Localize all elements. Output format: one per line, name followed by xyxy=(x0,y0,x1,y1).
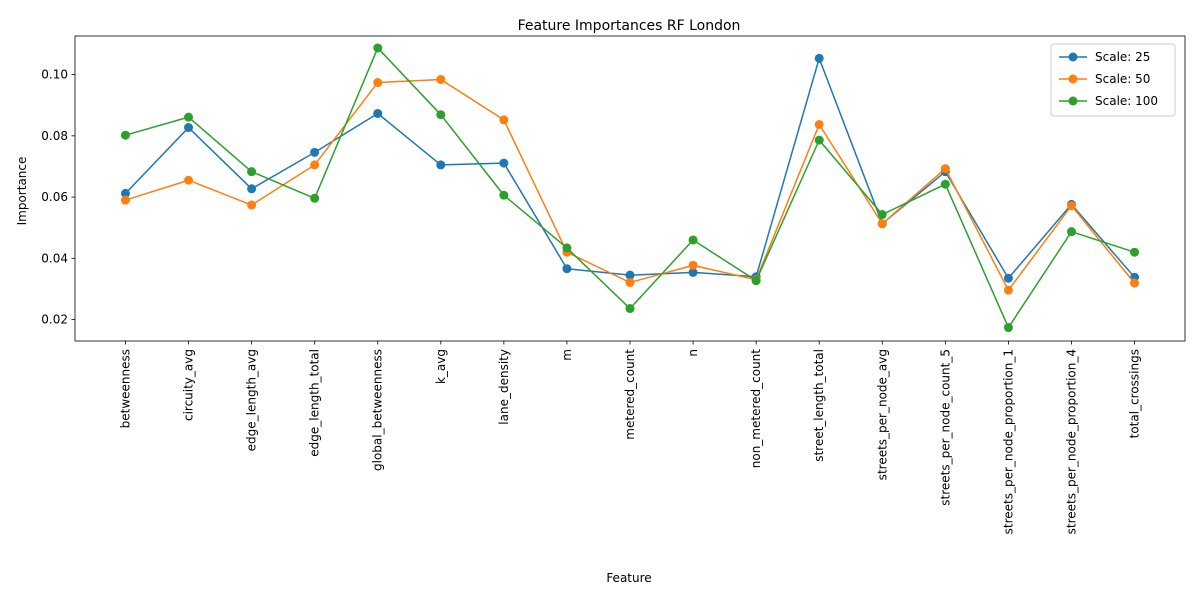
x-tick-label: streets_per_node_proportion_1 xyxy=(1001,349,1015,534)
legend-item: Scale: 50 xyxy=(1059,72,1150,86)
data-point xyxy=(373,108,383,118)
y-tick-label: 0.02 xyxy=(41,313,68,327)
y-tick-label: 0.08 xyxy=(41,129,68,143)
legend: Scale: 25 Scale: 50 Scale: 100 xyxy=(1050,43,1176,117)
data-point xyxy=(499,115,509,125)
data-point xyxy=(1066,227,1076,237)
x-tick-label: k_avg xyxy=(434,349,448,384)
x-tick-label: metered_count xyxy=(623,349,637,440)
x-tick-label: global_betweenness xyxy=(371,349,385,471)
x-tick-label: non_metered_count xyxy=(749,349,763,469)
x-tick-label: street_length_total xyxy=(812,349,826,462)
data-point xyxy=(184,123,194,133)
y-tick-label: 0.06 xyxy=(41,190,68,204)
x-tick-label: betweenness xyxy=(118,349,132,428)
data-point xyxy=(562,264,572,274)
x-tick-label: n xyxy=(686,349,700,357)
data-point xyxy=(247,184,257,194)
x-tick-label: streets_per_node_proportion_4 xyxy=(1064,349,1078,534)
legend-label: Scale: 50 xyxy=(1095,72,1150,86)
data-point xyxy=(120,188,130,198)
data-point xyxy=(184,112,194,122)
data-point xyxy=(1003,323,1013,333)
data-point xyxy=(310,193,320,203)
x-tick-label: edge_length_total xyxy=(308,349,322,457)
data-point xyxy=(877,219,887,229)
data-point xyxy=(688,260,698,270)
x-tick-label: lane_density xyxy=(497,349,511,425)
data-point xyxy=(436,160,446,170)
data-point xyxy=(436,74,446,84)
data-point xyxy=(247,200,257,210)
data-point xyxy=(1130,278,1140,288)
x-tick-label: total_crossings xyxy=(1128,349,1142,438)
data-point xyxy=(814,135,824,145)
legend-item: Scale: 100 xyxy=(1059,94,1158,108)
y-tick-label: 0.04 xyxy=(41,251,68,265)
x-tick-label: m xyxy=(560,349,574,361)
data-point xyxy=(310,160,320,170)
series-3 xyxy=(120,43,1140,333)
data-point xyxy=(814,119,824,129)
data-point xyxy=(247,167,257,177)
plot-area: 0.02 0.04 0.06 0.08 0.10 betweenness circuity_… xyxy=(41,35,1186,534)
legend-marker xyxy=(1068,96,1078,106)
data-point xyxy=(877,210,887,220)
data-point xyxy=(625,270,635,280)
legend-box xyxy=(1050,43,1176,117)
data-point xyxy=(120,195,130,205)
data-point xyxy=(625,278,635,288)
data-point xyxy=(499,190,509,200)
data-point xyxy=(940,179,950,189)
data-point xyxy=(120,130,130,140)
data-point xyxy=(1066,201,1076,211)
x-axis-label: Feature xyxy=(606,571,651,585)
y-tick-label: 0.10 xyxy=(41,68,68,82)
data-point xyxy=(562,243,572,253)
legend-label: Scale: 100 xyxy=(1095,94,1158,108)
legend-label: Scale: 25 xyxy=(1095,50,1150,64)
data-point xyxy=(688,235,698,245)
x-tick-label: streets_per_node_avg xyxy=(875,349,889,480)
data-point xyxy=(625,304,635,314)
data-point xyxy=(814,53,824,63)
data-point xyxy=(688,267,698,277)
legend-marker xyxy=(1068,74,1078,84)
data-point xyxy=(436,110,446,120)
data-point xyxy=(373,78,383,88)
legend-item: Scale: 25 xyxy=(1059,50,1150,64)
data-point xyxy=(940,164,950,174)
data-point xyxy=(310,147,320,157)
data-point xyxy=(1003,285,1013,295)
chart-title: Feature Importances RF London xyxy=(518,18,741,34)
data-point xyxy=(1003,273,1013,283)
y-axis-label: Importance xyxy=(15,157,29,226)
x-tick-label: circuity_avg xyxy=(182,349,196,421)
data-point xyxy=(1130,247,1140,257)
x-tick-label: edge_length_avg xyxy=(245,349,259,451)
data-point xyxy=(373,43,383,53)
x-tick-label: streets_per_node_count_5 xyxy=(938,349,952,506)
data-point xyxy=(499,158,509,168)
data-point xyxy=(184,175,194,185)
legend-marker xyxy=(1068,52,1078,62)
data-point xyxy=(751,276,761,286)
